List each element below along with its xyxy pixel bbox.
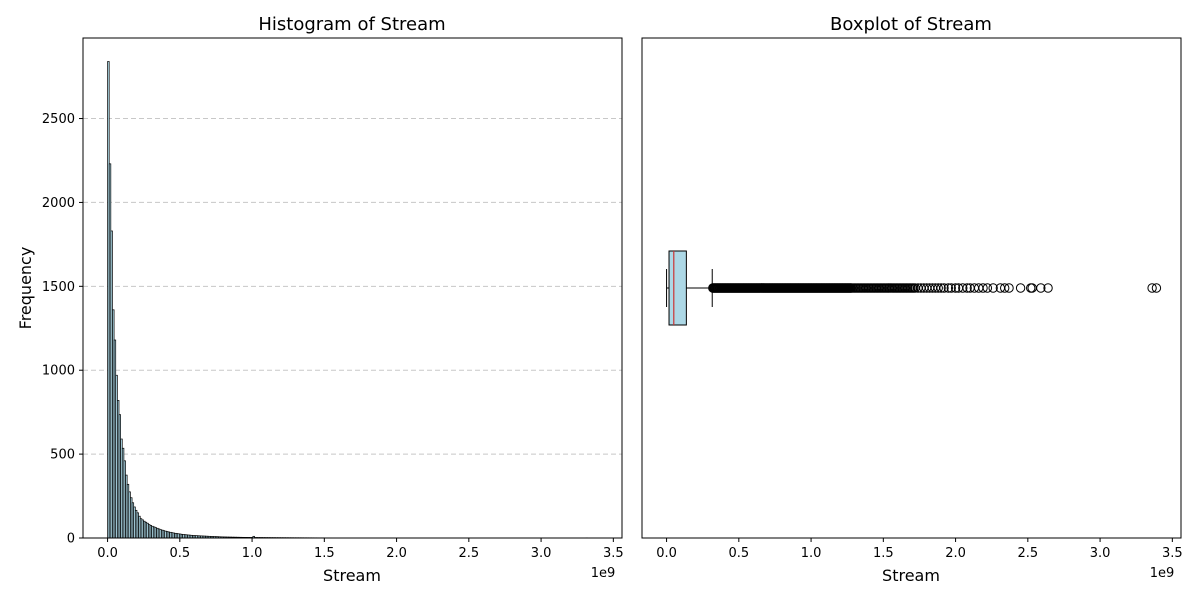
- histogram-x-tick-label: 2.0: [386, 546, 407, 561]
- histogram-x-tick-label: 2.5: [458, 546, 479, 561]
- histogram-x-tick-label: 3.0: [531, 546, 552, 561]
- boxplot-x-tick-label: 0.0: [656, 546, 677, 561]
- boxplot-outlier: [933, 283, 943, 293]
- boxplot-outlier: [1004, 283, 1014, 293]
- boxplot-outlier: [1151, 283, 1162, 293]
- histogram-x-tick-label: 0.5: [169, 546, 190, 561]
- histogram-gridlines: [83, 118, 622, 455]
- histogram-y-axis-label: Frequency: [16, 247, 35, 330]
- boxplot-marks: [666, 250, 713, 326]
- boxplot-outlier: [1147, 283, 1157, 293]
- boxplot-x-tick-label: 3.5: [1162, 546, 1183, 561]
- histogram-x-tick-label: 1.0: [242, 546, 263, 561]
- boxplot-x-tick-label: 1.5: [873, 546, 894, 561]
- boxplot-x-tick-label: 0.5: [728, 546, 749, 561]
- boxplot-x-tick-label: 2.0: [945, 546, 966, 561]
- boxplot-x-tick-label: 3.0: [1090, 546, 1111, 561]
- histogram-x-offset-label: 1e9: [591, 566, 616, 581]
- boxplot-outlier: [936, 283, 946, 293]
- histogram-y-tick-label: 2500: [42, 112, 75, 127]
- boxplot-x-offset-label: 1e9: [1150, 566, 1175, 581]
- histogram-y-tick-label: 1500: [42, 280, 75, 295]
- boxplot-x-ticks: 0.0 0.5 1.0 1.5 2.0 2.5 3.0 3.5: [656, 538, 1183, 561]
- histogram-x-axis-label: Stream: [323, 566, 381, 585]
- boxplot-outlier: [958, 283, 968, 293]
- boxplot-title: Boxplot of Stream: [830, 14, 992, 35]
- histogram-y-ticks: 0 500 1000 1500 2000 2500: [42, 112, 83, 547]
- histogram-x-tick-label: 3.5: [603, 546, 624, 561]
- boxplot-x-tick-label: 2.5: [1017, 546, 1038, 561]
- boxplot-outliers: [708, 283, 1162, 293]
- histogram-axes-frame: [82, 37, 623, 539]
- boxplot-outlier: [943, 283, 954, 293]
- histogram-y-tick-label: 500: [50, 448, 75, 463]
- histogram-x-tick-label: 1.5: [314, 546, 335, 561]
- boxplot-outlier: [962, 283, 972, 293]
- boxplot-outlier: [1000, 283, 1010, 293]
- boxplot-outlier: [939, 283, 949, 293]
- boxplot-outlier: [978, 283, 988, 293]
- boxplot-outlier: [950, 283, 961, 293]
- boxplot-outlier: [988, 283, 998, 293]
- histogram-y-tick-label: 0: [67, 532, 75, 547]
- histogram-y-tick-label: 1000: [42, 364, 75, 379]
- boxplot-axes-frame: [641, 37, 1182, 539]
- boxplot-outlier: [1036, 283, 1046, 293]
- histogram-y-tick-label: 2000: [42, 196, 75, 211]
- boxplot-box: [668, 250, 687, 326]
- boxplot-panel: Boxplot of Stream 0.0 0.5 1.0 1.5 2.0 2.5 3.0 3…: [641, 14, 1183, 585]
- histogram-panel: Histogram of Stream 0.0 0.5 1.0 1.5 2.0 2.5 3.…: [16, 14, 624, 585]
- boxplot-outlier: [946, 283, 956, 293]
- histogram-title: Histogram of Stream: [258, 14, 445, 35]
- boxplot-x-axis-label: Stream: [882, 566, 940, 585]
- histogram-x-ticks: 0.0 0.5 1.0 1.5 2.0 2.5 3.0 3.5: [97, 538, 624, 561]
- boxplot-outlier: [982, 283, 993, 293]
- boxplot-outlier: [1043, 283, 1053, 293]
- histogram-x-tick-label: 0.0: [97, 546, 118, 561]
- boxplot-outlier: [1015, 283, 1026, 293]
- boxplot-x-tick-label: 1.0: [801, 546, 822, 561]
